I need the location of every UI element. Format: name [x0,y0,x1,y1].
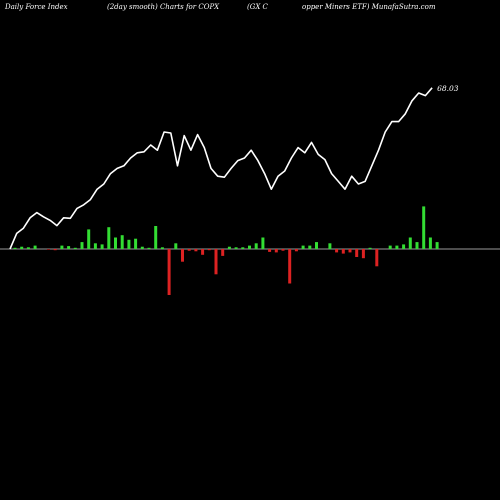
force-bar [67,246,71,249]
force-index-bars [13,206,439,295]
force-bar [308,245,312,249]
force-bar [335,249,339,253]
force-bar [288,249,292,284]
force-bar [435,242,439,249]
force-bar [47,249,50,250]
force-bar [254,243,258,250]
force-bar [181,249,184,262]
force-bar [301,245,305,249]
last-value-label: 68.03 [437,84,459,93]
force-bar [234,247,238,249]
force-bar [53,249,57,251]
force-bar [328,243,332,250]
force-bar [201,249,205,255]
force-bar [388,245,392,249]
force-bar [355,249,359,257]
force-bar [154,226,158,249]
force-bar [422,206,426,249]
force-bar [174,243,178,250]
force-bar [241,247,245,249]
force-bar [134,238,138,249]
force-bar [60,245,64,249]
force-bar [33,245,37,249]
force-bar [294,249,298,252]
force-bar [147,247,151,249]
force-bar [402,244,406,249]
force-bar [315,242,318,249]
force-bar [268,249,272,252]
force-bar [80,242,84,249]
force-bar [114,237,117,249]
force-bar [281,249,285,251]
force-bar [248,245,251,249]
force-bar [73,247,77,249]
force-bar [348,249,352,253]
force-bar [187,249,191,251]
header-center-title: (2day smooth) Charts for COPX [107,3,220,11]
force-bar [361,249,365,259]
header-mid-title: (GX C [247,3,269,11]
force-bar [140,246,144,249]
force-bar [408,237,412,249]
price-line [9,87,433,250]
force-bar [127,239,131,249]
force-bar [20,246,24,249]
force-bar [93,243,97,250]
force-bar [221,249,225,256]
force-bar [100,244,104,249]
force-bar [107,227,111,249]
force-bar [120,235,124,249]
force-bar [167,249,171,295]
force-bar [274,249,278,253]
force-bar [428,237,432,249]
force-bar [87,229,91,249]
force-bar [415,242,419,249]
force-bar [214,249,218,275]
force-bar [227,246,231,249]
force-bar [368,247,372,249]
force-bar [395,245,399,249]
force-bar [341,249,345,254]
force-bar [160,247,164,249]
header-left-title: Daily Force Index [4,3,68,11]
force-bar [194,249,198,252]
force-bar [207,249,211,251]
header-right-title: opper Miners ETF) MunafaSutra.com [302,3,436,11]
force-bar [13,247,17,249]
force-bar [26,247,30,249]
force-bar [261,237,265,249]
force-bar [375,249,379,267]
